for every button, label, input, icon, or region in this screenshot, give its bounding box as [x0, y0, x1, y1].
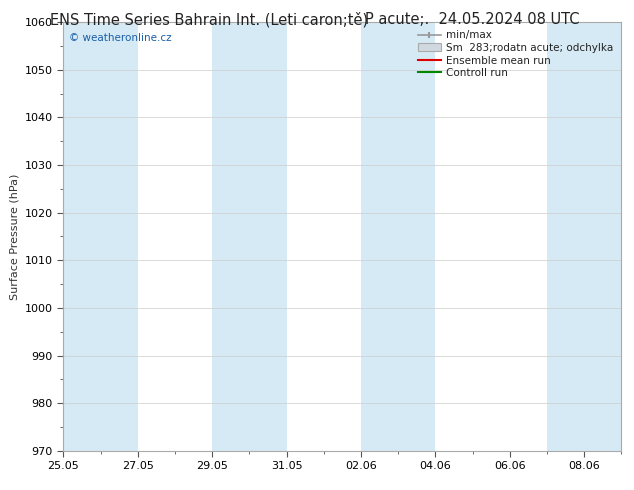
- Bar: [547, 22, 621, 451]
- Bar: [63, 22, 138, 451]
- Bar: [212, 22, 287, 451]
- Text: © weatheronline.cz: © weatheronline.cz: [69, 33, 172, 43]
- Text: P acute;.  24.05.2024 08 UTC: P acute;. 24.05.2024 08 UTC: [365, 12, 579, 27]
- Text: ENS Time Series Bahrain Int. (Leti caron;tě): ENS Time Series Bahrain Int. (Leti caron…: [50, 12, 368, 28]
- Y-axis label: Surface Pressure (hPa): Surface Pressure (hPa): [10, 173, 19, 299]
- Bar: [361, 22, 436, 451]
- Legend: min/max, Sm  283;rodatn acute; odchylka, Ensemble mean run, Controll run: min/max, Sm 283;rodatn acute; odchylka, …: [415, 27, 616, 81]
